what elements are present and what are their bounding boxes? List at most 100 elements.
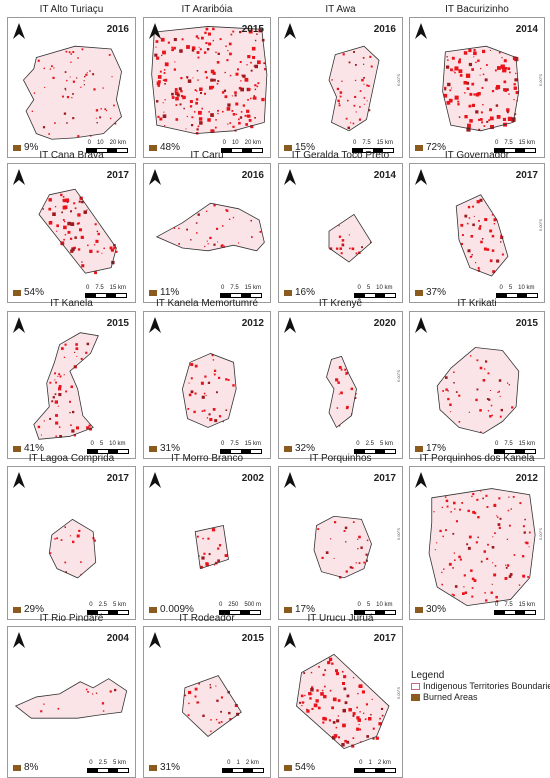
- burned-pixel: [204, 31, 207, 34]
- burned-pixel: [75, 343, 78, 346]
- burned-pixel: [352, 521, 355, 523]
- burned-pixel: [197, 79, 199, 81]
- burned-pixel: [454, 508, 456, 510]
- burned-pixel: [240, 87, 244, 92]
- scale-tick-label: 0: [89, 602, 93, 608]
- burned-pixel: [54, 379, 56, 381]
- burned-pixel: [309, 697, 312, 700]
- burned-pixel: [221, 91, 225, 94]
- burned-pixel: [58, 385, 62, 388]
- burned-pixel: [209, 85, 213, 90]
- burned-pixel: [310, 671, 313, 674]
- burned-pixel: [364, 718, 367, 721]
- burned-pixel: [189, 105, 193, 108]
- burned-pixel: [205, 394, 207, 396]
- burned-pixel: [224, 71, 226, 74]
- burned-pixel: [471, 82, 475, 86]
- burned-pixel: [331, 706, 334, 710]
- map-frame: 2016 11% 0 7.5 15 km: [143, 163, 271, 303]
- burned-pixel: [324, 685, 326, 688]
- burned-pixel: [250, 125, 254, 129]
- burned-pixel: [436, 542, 438, 544]
- burned-pixel: [60, 539, 63, 541]
- scale-bar: 0 7.5 15 km: [218, 441, 264, 454]
- panel-year: 2016: [373, 24, 396, 35]
- burned-pixel: [182, 97, 184, 100]
- scale-tick-label: 2.5: [98, 602, 107, 608]
- territory-fill: [151, 26, 267, 134]
- scale-tick-label: 500 m: [244, 602, 261, 608]
- burned-pixel: [68, 51, 71, 54]
- territory-boundary: [151, 26, 268, 135]
- scale-tick-label: 0: [359, 760, 363, 766]
- scale-bar-graphic: [496, 293, 538, 298]
- burned-pixel: [306, 709, 310, 713]
- burned-pixel: [60, 193, 63, 197]
- burned-pixel: [207, 118, 211, 122]
- territory-boundary: [22, 45, 122, 140]
- burned-pixel: [462, 234, 464, 236]
- burned-pixel: [487, 543, 489, 546]
- burned-pixel: [40, 710, 43, 713]
- burned-pixel: [457, 103, 460, 106]
- burned-pixel: [190, 239, 192, 241]
- burned-pixel: [213, 369, 217, 372]
- burned-pixel: [362, 57, 365, 59]
- burned-pixel: [57, 707, 60, 710]
- burned-pixel: [256, 85, 259, 88]
- panel-year: 2014: [515, 24, 538, 35]
- burned-percent-value: 16%: [295, 287, 316, 298]
- north-arrow-icon: [284, 632, 296, 648]
- burned-percent: 15%: [284, 142, 315, 153]
- burned-pixel: [311, 707, 314, 710]
- burned-percent-value: 11%: [160, 287, 180, 298]
- scale-bar-graphic: [84, 293, 127, 298]
- burned-pixel: [186, 77, 188, 79]
- scale-tick-label: 20 km: [244, 140, 261, 146]
- burned-pixel: [229, 122, 232, 124]
- burned-pixel: [501, 253, 504, 256]
- burned-pixel: [458, 394, 461, 397]
- burned-pixel: [461, 502, 464, 504]
- burned-pixel: [81, 264, 85, 268]
- burned-pixel: [252, 97, 255, 100]
- burned-pixel: [164, 125, 166, 127]
- burned-pixel: [64, 561, 67, 564]
- burned-pixel: [210, 719, 212, 721]
- burned-pixel: [56, 537, 58, 540]
- burned-pixel: [508, 496, 510, 498]
- burned-pixel: [504, 577, 508, 580]
- burned-pixel: [343, 675, 347, 679]
- burned-pixel: [505, 567, 508, 569]
- burned-pixel: [478, 227, 481, 230]
- burned-pixel: [486, 248, 490, 251]
- burned-pixel: [370, 713, 372, 716]
- burned-pixel: [354, 95, 357, 98]
- burned-pixel: [344, 739, 347, 743]
- burned-pixel: [441, 583, 443, 586]
- burned-pixel: [83, 84, 85, 86]
- burned-pixel: [232, 30, 235, 33]
- territory-boundary: [428, 488, 536, 607]
- burned-pixel: [474, 512, 477, 515]
- burned-pixel: [157, 84, 160, 87]
- burned-pixel: [48, 207, 52, 211]
- burned-pixel: [348, 61, 351, 64]
- burned-pixel: [217, 52, 220, 55]
- burned-pixel: [77, 135, 80, 138]
- burned-pixel: [245, 123, 248, 126]
- burned-pixel: [447, 82, 451, 87]
- burned-pixel: [511, 406, 514, 409]
- burned-pixel: [341, 243, 344, 246]
- north-arrow-icon: [415, 23, 427, 39]
- burned-pixel: [175, 104, 178, 106]
- territory-fill: [182, 353, 237, 428]
- burned-pixel: [483, 550, 486, 553]
- burned-pixel: [441, 506, 443, 509]
- burned-pixel: [37, 59, 40, 62]
- burned-pixel: [200, 92, 202, 94]
- burned-pixel: [238, 242, 240, 244]
- north-arrow-icon: [415, 472, 427, 488]
- burned-pixel: [455, 391, 458, 393]
- burned-pixel: [220, 710, 222, 713]
